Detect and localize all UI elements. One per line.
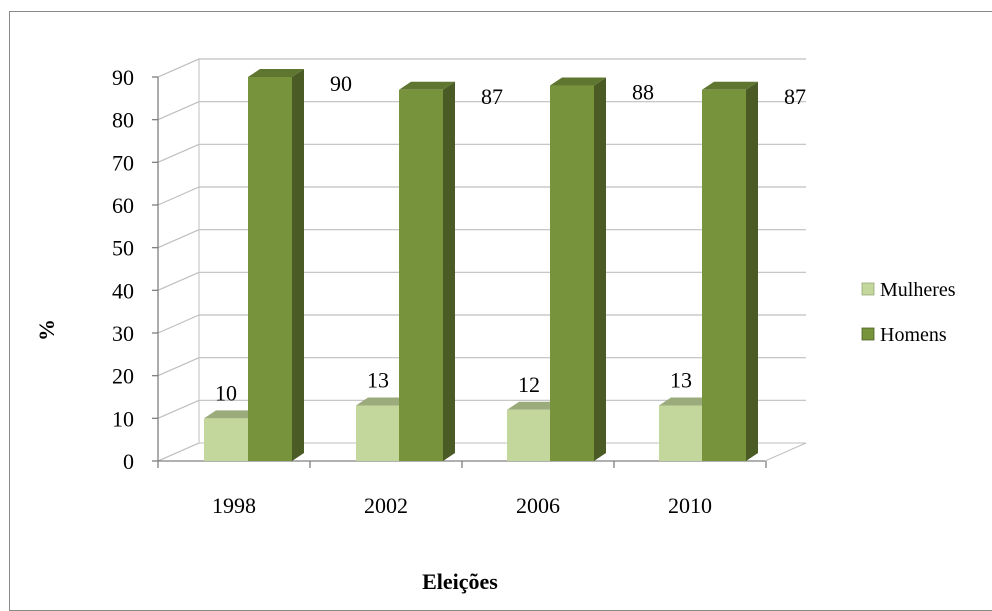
legend-label-homens: Homens (880, 324, 947, 346)
gridline-diag (157, 399, 200, 419)
chart-frame (9, 11, 992, 611)
data-label: 88 (632, 80, 654, 105)
side-wall (157, 58, 200, 462)
bar-homens-2010 (702, 81, 758, 462)
bar-homens-2006 (550, 77, 606, 462)
data-labels: 10 90 13 87 12 88 13 87 (215, 71, 806, 405)
bar-front (248, 77, 292, 461)
bar-side (292, 69, 304, 461)
y-tick-label: 70 (112, 150, 134, 175)
data-label: 13 (670, 368, 692, 393)
bar-top (399, 81, 455, 90)
gridline-diag (157, 271, 200, 291)
x-axis-title: Eleições (422, 569, 498, 594)
x-tick-label: 1998 (212, 493, 256, 518)
bar-side (594, 77, 606, 462)
bar-homens-1998 (248, 69, 304, 461)
legend: Mulheres Homens (861, 279, 956, 346)
y-tick-label: 60 (112, 193, 134, 218)
x-tick-label: 2006 (516, 493, 560, 518)
y-tick-label: 0 (123, 449, 134, 474)
y-tick-label: 20 (112, 364, 134, 389)
bar-top (507, 401, 563, 410)
y-tick-label: 10 (112, 406, 134, 431)
y-tick-label: 90 (112, 65, 134, 90)
gridline-diag (157, 357, 200, 377)
y-tick-label: 40 (112, 278, 134, 303)
y-tick-label: 30 (112, 321, 134, 346)
bar-front (204, 418, 248, 461)
gridline-diag (157, 143, 200, 163)
bar-front (356, 405, 400, 461)
gridline-diag (157, 101, 200, 121)
bar-front (659, 405, 703, 461)
data-label: 87 (481, 84, 503, 109)
y-tick-label: 50 (112, 236, 134, 261)
y-axis-title: % (34, 319, 59, 341)
bar-front (399, 89, 443, 462)
data-label: 10 (215, 380, 237, 405)
legend-swatch-mulheres (861, 282, 875, 296)
x-tick-labels: 1998 2002 2006 2010 (212, 493, 712, 518)
bar-front (507, 409, 551, 461)
x-tick-label: 2010 (668, 493, 712, 518)
bars (204, 69, 758, 462)
bar-top (550, 77, 606, 86)
data-label: 13 (367, 368, 389, 393)
bar-front (702, 89, 746, 462)
bar-top (204, 410, 260, 419)
bar-top (702, 81, 758, 90)
bar-side (443, 81, 455, 462)
bar-homens-2002 (399, 81, 455, 462)
y-tick-labels: 0 10 20 30 40 50 60 70 80 90 (112, 65, 134, 474)
y-tick-label: 80 (112, 108, 134, 133)
data-label: 12 (518, 372, 540, 397)
bar-top (248, 69, 304, 77)
bar-side (746, 81, 758, 462)
gridline-diag (157, 186, 200, 206)
gridline-diag (157, 314, 200, 334)
gridline-diag (157, 229, 200, 249)
data-label: 90 (330, 71, 352, 96)
bar-top (659, 397, 715, 406)
legend-swatch-homens (861, 327, 875, 341)
bar-front (550, 85, 594, 462)
bar-top (356, 397, 412, 406)
data-label: 87 (784, 84, 806, 109)
x-tick-label: 2002 (364, 493, 408, 518)
gridline-diag (157, 58, 200, 78)
legend-label-mulheres: Mulheres (880, 279, 956, 301)
